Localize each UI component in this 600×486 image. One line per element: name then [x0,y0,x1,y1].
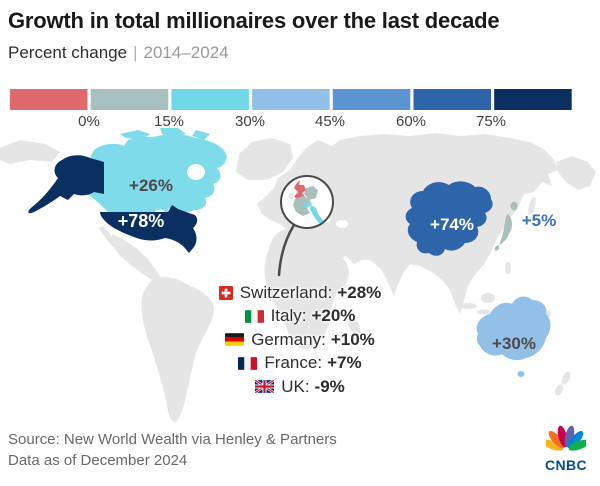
europe-magnifier [277,175,334,277]
africa [264,228,349,350]
subtitle-label: Percent change [8,43,128,62]
list-item-italy: Italy: +20% [0,305,600,329]
country-label: Italy: [270,306,307,326]
subtitle-period: 2014–2024 [143,43,229,62]
source-line-2: Data as of December 2024 [8,452,188,469]
list-item-uk: UK: -9% [0,375,600,399]
south-america [141,276,214,422]
usa-value-label: +78% [118,211,165,231]
country-japan [494,201,518,251]
italy-flag-icon [244,309,264,323]
base-continents [0,133,596,422]
source-line-1: Source: New World Wealth via Henley & Pa… [8,431,337,448]
country-switzerland [303,202,311,207]
country-china [405,181,493,256]
scale-segment-60-75 [413,89,491,110]
country-value: +20% [311,306,356,326]
country-uk [294,180,306,200]
tick-75: 75% [475,113,507,130]
country-label: Switzerland: [239,282,333,302]
country-value: +7% [327,353,362,373]
sumatra [459,303,477,309]
country-france [293,196,312,216]
list-item-france: France: +7% [0,352,600,376]
scale-segment-75-plus [494,89,572,110]
tick-15: 15% [153,113,185,130]
sakhalin [528,197,536,215]
color-scale-bar [10,89,572,110]
japan-value-label: +5% [522,211,557,230]
new-zealand-south [554,384,564,396]
country-value: -9% [314,376,345,396]
borneo [481,293,495,303]
new-zealand-north [561,371,571,385]
scale-segment-15-30 [171,89,249,110]
greenland [236,138,293,180]
scale-segment-negative [10,89,88,110]
scale-segment-45-60 [332,89,411,110]
tick-30: 30% [234,113,266,130]
ireland [288,193,294,199]
country-label: France: [264,353,323,373]
country-label: UK: [281,376,310,396]
cnbc-wordmark: CNBC [544,457,588,473]
tick-45: 45% [314,113,346,130]
tick-60: 60% [395,113,427,130]
baja-mexico [99,226,117,247]
page-title: Growth in total millionaires over the la… [8,8,500,33]
list-item-germany: Germany: +10% [0,328,600,352]
germany-flag-icon [225,333,245,347]
cnbc-peacock-icon [542,425,590,451]
central-america [112,234,162,280]
country-united-states [28,155,198,253]
country-label: Germany: [251,329,326,349]
uk-flag-icon [255,380,275,394]
scale-tick-labels: 0% 15% 30% 45% 60% 75% [10,113,572,131]
switzerland-flag-icon [218,285,233,300]
subtitle: Percent change | 2014–2024 [8,43,592,63]
france-flag-icon [238,356,258,370]
canada-value-label: +26% [129,176,173,195]
country-germany [304,186,318,200]
china-value-label: +74% [430,215,474,234]
country-value: +28% [337,282,382,302]
chukotka-west-wrap [0,140,60,164]
java [477,309,491,315]
tasmania [517,371,525,377]
usa-mainland [100,205,198,253]
alaska [28,155,104,214]
subtitle-separator: | [133,43,138,62]
kamchatka-east [556,156,596,190]
list-item-switzerland: Switzerland: +28% [0,281,600,305]
magnifier-handle [277,223,296,277]
cnbc-logo: CNBC [542,423,590,473]
philippines [505,262,511,274]
country-australia [476,296,551,377]
scale-segment-0-15 [90,89,169,110]
europe-country-list: Switzerland: +28% Italy: +20% Germany: +10%… [0,281,600,399]
world-map: +26% +78% +74% +5% +30% [0,128,596,422]
madagascar [347,315,361,337]
source-note: Source: New World Wealth via Henley & Pa… [8,429,337,471]
header: Growth in total millionaires over the la… [8,8,592,63]
country-value: +10% [330,329,375,349]
australia-value-label: +30% [492,334,536,353]
color-scale-legend: 0% 15% 30% 45% 60% 75% [10,89,572,131]
scale-segment-30-45 [252,89,330,110]
tick-0: 0% [78,113,100,130]
